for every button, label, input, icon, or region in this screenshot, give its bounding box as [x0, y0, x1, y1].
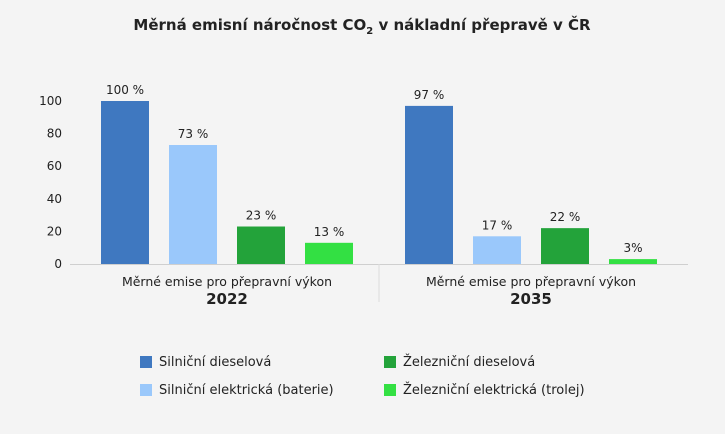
labels-layer: 100 % 97 % 73 % 17 % 23 % 22 % 13 % 3% Měrné emi… — [106, 83, 643, 308]
data-label: 23 % — [246, 209, 277, 223]
x-group-label: Měrné emise pro přepravní výkon — [426, 274, 636, 289]
bar — [169, 145, 217, 264]
legend-item-silnicni-elektricka: Silniční elektrická (baterie) — [140, 380, 334, 400]
y-tick-label: 0 — [54, 257, 62, 271]
y-tick-label: 40 — [47, 192, 62, 206]
x-group-year: 2035 — [510, 290, 552, 308]
x-group-year: 2022 — [206, 290, 248, 308]
chart-title: Měrná emisní náročnost CO2 v nákladní př… — [133, 15, 591, 37]
bar — [237, 226, 285, 264]
legend-swatch-zeleznicni-elektricka — [384, 384, 396, 396]
chart-title-subscript: 2 — [366, 26, 373, 37]
legend-label: Železniční dieselová — [403, 354, 536, 370]
data-label: 22 % — [550, 210, 581, 224]
legend-item-zeleznicni-dieselova: Železniční dieselová — [384, 352, 535, 372]
data-label: 13 % — [314, 225, 345, 239]
legend-label: Železniční elektrická (trolej) — [403, 382, 585, 398]
data-label: 100 % — [106, 83, 144, 97]
legend-swatch-silnicni-dieselova — [140, 356, 152, 368]
bar — [305, 242, 353, 264]
chart-title-suffix: v nákladní přepravě v ČR — [373, 15, 591, 34]
bar — [609, 259, 657, 264]
y-tick-label: 20 — [47, 224, 62, 238]
data-label: 97 % — [414, 88, 445, 102]
legend-item-zeleznicni-elektricka: Železniční elektrická (trolej) — [384, 380, 585, 400]
y-tick-label: 80 — [47, 127, 62, 141]
bar — [405, 105, 453, 264]
legend-label: Silniční dieselová — [159, 354, 272, 370]
bar — [541, 228, 589, 264]
legend-label: Silniční elektrická (baterie) — [159, 382, 334, 398]
chart-svg: Měrná emisní náročnost CO2 v nákladní př… — [39, 15, 688, 308]
y-tick-label: 100 — [39, 94, 62, 108]
axes-layer: 0 20 40 60 80 100 — [39, 94, 688, 302]
bars-layer — [101, 101, 657, 264]
chart-title-main: Měrná emisní náročnost CO — [133, 16, 366, 34]
legend: Silniční dieselová Silniční elektrická (… — [140, 350, 620, 410]
legend-swatch-silnicni-elektricka — [140, 384, 152, 396]
legend-item-silnicni-dieselova: Silniční dieselová — [140, 352, 271, 372]
bar — [473, 236, 521, 264]
data-label: 17 % — [482, 218, 513, 232]
bar — [101, 101, 149, 264]
data-label: 3% — [623, 241, 642, 255]
y-tick-label: 60 — [47, 159, 62, 173]
data-label: 73 % — [178, 127, 209, 141]
x-group-label: Měrné emise pro přepravní výkon — [122, 274, 332, 289]
legend-swatch-zeleznicni-dieselova — [384, 356, 396, 368]
